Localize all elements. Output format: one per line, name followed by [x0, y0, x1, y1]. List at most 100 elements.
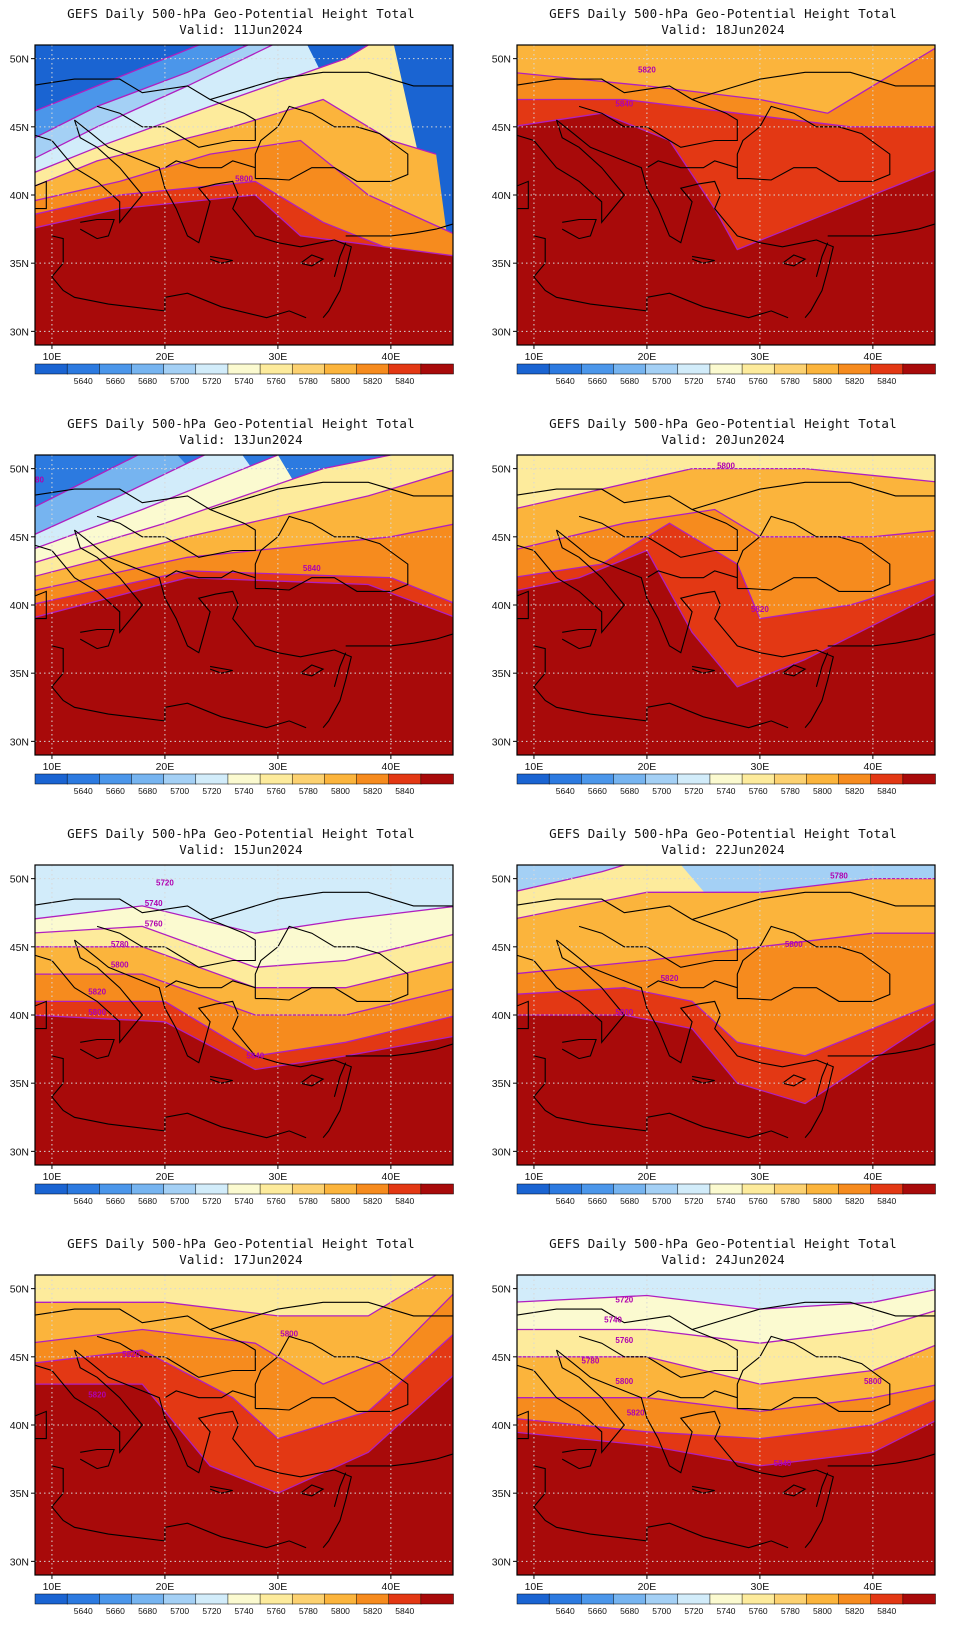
colorbar-swatch	[99, 1593, 133, 1605]
coastline	[556, 1349, 834, 1549]
colorbar-swatch	[291, 1593, 326, 1605]
contour-line	[517, 467, 935, 509]
coastline	[517, 529, 626, 634]
lat-tick-label: 45N	[492, 532, 511, 544]
colorbar-label: 5700	[170, 1606, 189, 1616]
colorbar-swatch	[291, 773, 326, 785]
coastline	[51, 1465, 307, 1549]
lon-tick-label: 30E	[751, 761, 770, 773]
panel-title: GEFS Daily 500-hPa Geo-Potential Height …	[67, 416, 415, 431]
colorbar-swatch	[645, 1183, 679, 1195]
colorbar-label: 5840	[395, 1196, 414, 1206]
colorbar-label: 5700	[652, 1606, 671, 1616]
contour-line	[517, 987, 935, 1057]
colorbar-label: 5780	[781, 786, 800, 796]
lon-tick-label: 40E	[382, 1581, 401, 1593]
coastline	[300, 664, 325, 677]
coastline	[345, 633, 453, 647]
coastline	[782, 1484, 807, 1497]
colorbar-label: 5640	[74, 376, 93, 386]
lat-tick-label: 50N	[10, 464, 29, 476]
colorbar-label: 5660	[106, 1196, 125, 1206]
coastline	[35, 180, 47, 210]
lat-tick-label: 40N	[10, 190, 29, 202]
colorbar-swatch	[131, 363, 165, 375]
coastline	[35, 71, 453, 101]
colorbar-label: 5840	[395, 1606, 414, 1616]
colorbar-label: 5820	[363, 786, 382, 796]
lat-tick-label: 45N	[10, 122, 29, 134]
colorbar-swatch	[709, 1183, 743, 1195]
coastline	[35, 590, 47, 620]
coastline	[517, 939, 626, 1044]
colorbar-swatch	[195, 1593, 229, 1605]
coastline	[691, 1485, 715, 1494]
coastline	[51, 645, 307, 729]
colorbar-label: 5820	[363, 1196, 382, 1206]
colorbar-label: 5820	[363, 376, 382, 386]
colorbar-swatch	[388, 363, 422, 375]
contour-label: 5720	[156, 878, 174, 887]
colorbar-label: 5640	[74, 1606, 93, 1616]
colorbar-swatch	[516, 363, 550, 375]
colorbar-label: 5760	[749, 376, 768, 386]
colorbar-swatch	[227, 1593, 261, 1605]
colorbar-label: 5640	[556, 1196, 575, 1206]
coastline	[209, 255, 233, 264]
lon-tick-label: 20E	[638, 351, 657, 363]
map-canvas: 5720 5740 5760 5780 5800 5820 5800 5840 50N 45N 40…	[10, 864, 454, 1206]
lat-tick-label: 30N	[10, 736, 29, 748]
colorbar-swatch	[259, 363, 293, 375]
colorbar-label: 5800	[331, 1606, 350, 1616]
colorbar-label: 5700	[652, 1196, 671, 1206]
lon-tick-label: 10E	[43, 761, 62, 773]
colorbar-swatch	[613, 1183, 647, 1195]
lon-tick-label: 40E	[382, 1171, 401, 1183]
panel-title: GEFS Daily 500-hPa Geo-Potential Height …	[67, 826, 415, 841]
colorbar-label: 5680	[138, 376, 157, 386]
coastline	[815, 652, 829, 687]
colorbar-label: 5680	[138, 1196, 157, 1206]
map-panel: GEFS Daily 500-hPa Geo-Potential Height …	[482, 0, 964, 410]
colorbar-swatch	[356, 773, 390, 785]
coastline	[517, 71, 935, 101]
colorbar-swatch	[420, 1593, 454, 1605]
coastline	[517, 481, 935, 511]
colorbar-label: 5760	[267, 786, 286, 796]
colorbar-label: 5720	[202, 376, 221, 386]
colorbar-swatch	[163, 773, 197, 785]
colorbar-swatch	[163, 1593, 197, 1605]
contour-line	[517, 549, 935, 688]
colorbar-swatch	[516, 1593, 550, 1605]
contour-label: 5820	[751, 605, 769, 614]
colorbar-label: 5660	[106, 1606, 125, 1616]
colorbar-label: 5700	[652, 376, 671, 386]
colorbar-swatch	[388, 1593, 422, 1605]
lon-tick-label: 10E	[43, 1581, 62, 1593]
lat-tick-label: 45N	[492, 942, 511, 954]
colorbar-label: 5780	[781, 1196, 800, 1206]
contour-label: 5760	[145, 919, 163, 928]
coastline	[79, 628, 115, 650]
colorbar-swatch	[806, 363, 840, 375]
colorbar-label: 5680	[620, 1606, 639, 1616]
contour-label: 5800	[717, 462, 735, 471]
coastline	[35, 891, 453, 921]
coastline	[782, 664, 807, 677]
map-panel: GEFS Daily 500-hPa Geo-Potential Height …	[482, 410, 964, 820]
coastline	[827, 1453, 935, 1467]
colorbar-swatch	[516, 1183, 550, 1195]
coastline	[691, 255, 715, 264]
colorbar-label: 5640	[74, 1196, 93, 1206]
coastline	[79, 218, 115, 240]
coastline	[35, 939, 144, 1044]
contour-line	[35, 523, 453, 591]
lon-tick-label: 10E	[525, 1171, 544, 1183]
colorbar-swatch	[773, 363, 808, 375]
contour-label: 5680	[26, 475, 44, 484]
colorbar-label: 5840	[877, 376, 896, 386]
coastline	[35, 1349, 144, 1454]
contour-line	[35, 1374, 453, 1494]
colorbar-label: 5820	[845, 1606, 864, 1616]
